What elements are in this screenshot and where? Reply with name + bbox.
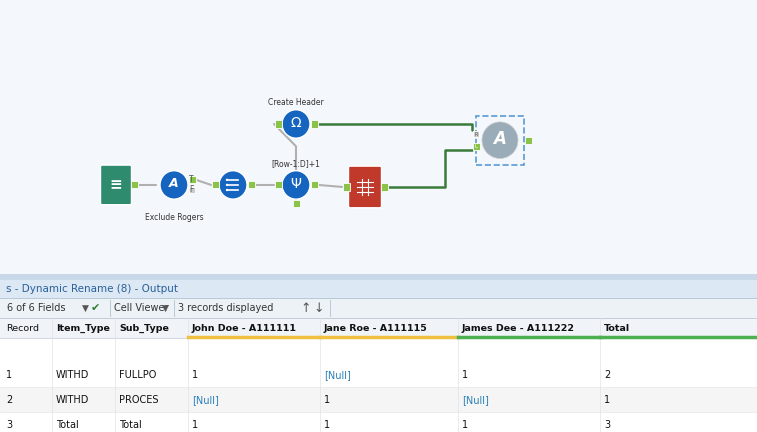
FancyBboxPatch shape: [188, 176, 195, 184]
FancyBboxPatch shape: [0, 318, 757, 338]
Circle shape: [160, 171, 188, 199]
Text: L: L: [475, 144, 478, 149]
FancyBboxPatch shape: [0, 318, 757, 432]
FancyBboxPatch shape: [348, 166, 382, 208]
Circle shape: [482, 122, 518, 159]
Text: R: R: [475, 132, 478, 137]
Text: ↓: ↓: [313, 302, 323, 315]
FancyBboxPatch shape: [130, 181, 138, 188]
Text: James Dee - A111222: James Dee - A111222: [462, 324, 575, 333]
Text: 1: 1: [6, 370, 12, 380]
Text: Create Header: Create Header: [268, 98, 324, 107]
Text: Total: Total: [604, 324, 630, 333]
Text: ▼: ▼: [162, 304, 169, 313]
Text: 2: 2: [604, 370, 610, 380]
FancyBboxPatch shape: [0, 388, 757, 412]
Text: Total: Total: [56, 420, 79, 430]
FancyBboxPatch shape: [211, 181, 219, 188]
Text: 1: 1: [462, 420, 468, 430]
Text: Sub_Type: Sub_Type: [119, 324, 169, 333]
Text: A: A: [494, 130, 506, 148]
FancyBboxPatch shape: [381, 184, 388, 191]
FancyBboxPatch shape: [101, 165, 132, 205]
Text: A: A: [169, 178, 179, 191]
Text: Jane Roe - A111115: Jane Roe - A111115: [324, 324, 428, 333]
Text: WITHD: WITHD: [56, 395, 89, 405]
Text: PROCES: PROCES: [119, 395, 158, 405]
Text: 1: 1: [192, 420, 198, 430]
Text: Record: Record: [6, 324, 39, 333]
Text: John Doe - A111111: John Doe - A111111: [192, 324, 297, 333]
FancyBboxPatch shape: [310, 181, 317, 188]
Text: Ψ: Ψ: [291, 177, 301, 191]
Text: ↑: ↑: [300, 302, 310, 315]
Text: 1: 1: [192, 370, 198, 380]
Text: 3: 3: [604, 420, 610, 430]
Text: Exclude Rogers: Exclude Rogers: [145, 213, 204, 222]
Text: FULLPO: FULLPO: [119, 370, 157, 380]
FancyBboxPatch shape: [292, 200, 300, 207]
FancyBboxPatch shape: [275, 121, 282, 127]
FancyBboxPatch shape: [0, 298, 757, 318]
FancyBboxPatch shape: [0, 274, 757, 280]
FancyBboxPatch shape: [342, 184, 350, 191]
Text: 3 records displayed: 3 records displayed: [178, 303, 273, 313]
Text: Cell Viewer: Cell Viewer: [114, 303, 169, 313]
Text: Ω: Ω: [291, 116, 301, 130]
Text: 1: 1: [324, 395, 330, 405]
Text: 6 of 6 Fields: 6 of 6 Fields: [7, 303, 66, 313]
Text: 1: 1: [462, 370, 468, 380]
Text: [Null]: [Null]: [324, 370, 351, 380]
Text: 1: 1: [324, 420, 330, 430]
Text: 2: 2: [6, 395, 12, 405]
FancyBboxPatch shape: [189, 187, 195, 193]
Text: s - Dynamic Rename (8) - Output: s - Dynamic Rename (8) - Output: [6, 284, 178, 294]
FancyBboxPatch shape: [472, 143, 479, 150]
FancyBboxPatch shape: [473, 131, 479, 137]
Text: ≡: ≡: [110, 178, 123, 192]
FancyBboxPatch shape: [0, 363, 757, 387]
FancyBboxPatch shape: [248, 181, 254, 188]
Circle shape: [226, 184, 228, 186]
FancyBboxPatch shape: [0, 413, 757, 432]
Circle shape: [219, 171, 247, 199]
Circle shape: [226, 189, 228, 191]
Circle shape: [226, 178, 228, 181]
FancyBboxPatch shape: [0, 280, 757, 298]
Text: [Row-1:D]+1: [Row-1:D]+1: [272, 159, 320, 168]
FancyBboxPatch shape: [275, 181, 282, 188]
Text: ▼: ▼: [82, 304, 89, 313]
Text: WITHD: WITHD: [56, 370, 89, 380]
Text: ✔: ✔: [91, 303, 101, 313]
Circle shape: [282, 171, 310, 199]
Text: T: T: [189, 175, 194, 184]
Text: 3: 3: [6, 420, 12, 430]
Text: Total: Total: [119, 420, 142, 430]
FancyBboxPatch shape: [310, 121, 317, 127]
Text: [Null]: [Null]: [192, 395, 219, 405]
Text: 1: 1: [604, 395, 610, 405]
Text: [Null]: [Null]: [462, 395, 489, 405]
Text: Item_Type: Item_Type: [56, 324, 110, 333]
Circle shape: [282, 110, 310, 138]
FancyBboxPatch shape: [525, 137, 531, 144]
Text: F: F: [189, 185, 193, 194]
